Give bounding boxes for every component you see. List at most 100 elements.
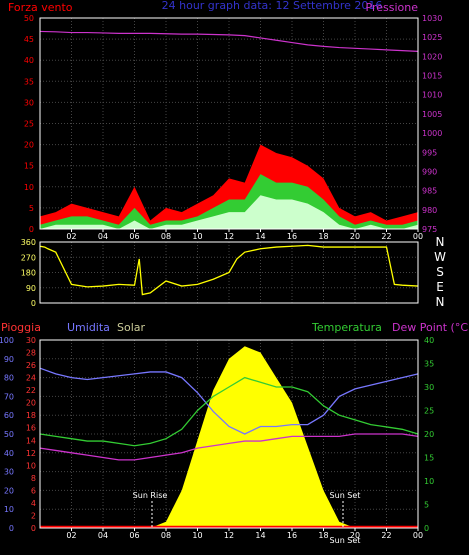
wind-axis-label: Forza vento [8, 1, 73, 14]
temperature-axis-ticks: 0 5 10 15 20 25 30 35 40 [424, 336, 434, 533]
compass-label: N [436, 295, 445, 309]
wind-tick-label: 40 [24, 56, 34, 65]
pressure-tick-label: 1005 [422, 110, 442, 119]
rain-tick-label: 40 [4, 449, 14, 458]
x-tick-label: 18 [318, 531, 328, 540]
x-tick-label: 08 [161, 531, 171, 540]
pressure-tick-label: 990 [422, 167, 437, 176]
x-tick-label: 22 [381, 232, 391, 241]
x-tick-label: 04 [98, 531, 108, 540]
direction-tick-label: 360 [21, 238, 36, 247]
x-tick-label: 12 [224, 531, 234, 540]
pressure-line [39, 30, 419, 52]
x-tick-label: 14 [255, 531, 265, 540]
bottom-series [39, 346, 419, 529]
humidity-tick-label: 18 [26, 411, 36, 420]
sunset-annotation: Sun Set [330, 491, 361, 500]
compass-label: S [436, 265, 444, 279]
rain-tick-label: 90 [4, 355, 14, 364]
pressure-tick-label: 980 [422, 206, 437, 215]
direction-series [39, 244, 419, 296]
temperature-tick-label: 10 [424, 477, 434, 486]
humidity-tick-label: 20 [26, 399, 36, 408]
wind-tick-label: 15 [24, 162, 34, 171]
pressure-tick-label: 1030 [422, 14, 442, 23]
pressure-tick-label: 1000 [422, 129, 442, 138]
x-tick-label: 14 [255, 232, 265, 241]
pressure-tick-label: 985 [422, 187, 437, 196]
x-tick-label: 02 [66, 232, 76, 241]
wind-tick-label: 0 [29, 225, 34, 234]
direction-tick-label: 0 [31, 299, 36, 308]
wind-low-area [40, 195, 418, 229]
rain-tick-label: 80 [4, 374, 14, 383]
humidity-tick-label: 30 [26, 336, 36, 345]
wind-tick-label: 50 [24, 14, 34, 23]
direction-chart-frame [39, 241, 419, 304]
humidity-line [39, 367, 419, 435]
humidity-tick-label: 6 [31, 486, 36, 495]
rain-tick-label: 60 [4, 411, 14, 420]
wind-tick-label: 30 [24, 98, 34, 107]
pressure-tick-label: 1025 [422, 33, 442, 42]
x-tick-label: 10 [192, 531, 202, 540]
rain-tick-label: 50 [4, 430, 14, 439]
humidity-tick-label: 12 [26, 449, 36, 458]
x-tick-label: 18 [318, 232, 328, 241]
wind-tick-label: 35 [24, 77, 34, 86]
pressure-tick-label: 1010 [422, 91, 442, 100]
x-tick-label: 16 [287, 232, 297, 241]
humidity-tick-label: 16 [26, 424, 36, 433]
humidity-tick-label: 28 [26, 349, 36, 358]
compass-label: W [434, 250, 446, 264]
temperature-tick-label: 25 [424, 407, 434, 416]
x-tick-label: 04 [98, 232, 108, 241]
rain-axis-ticks: 0 10 20 30 40 50 60 70 80 90 100 [0, 336, 14, 533]
solar-area [40, 346, 418, 528]
temperature-tick-label: 20 [424, 430, 434, 439]
temperature-line [39, 376, 419, 447]
humidity-tick-label: 4 [31, 499, 36, 508]
temperature-axis-label: Temperatura [311, 321, 382, 334]
direction-line [39, 244, 419, 296]
dewpoint-line [39, 433, 419, 461]
direction-tick-label: 270 [21, 253, 36, 262]
temperature-tick-label: 35 [424, 360, 434, 369]
rain-tick-label: 70 [4, 392, 14, 401]
wind-series [39, 30, 419, 229]
humidity-tick-label: 10 [26, 461, 36, 470]
wind-tick-label: 45 [24, 35, 34, 44]
pressure-tick-label: 995 [422, 148, 437, 157]
chart-title: 24 hour graph data: 12 Settembre 2016 [162, 0, 383, 12]
x-tick-label: 22 [381, 531, 391, 540]
temperature-tick-label: 5 [424, 501, 429, 510]
humidity-tick-label: 26 [26, 361, 36, 370]
rain-tick-label: 10 [4, 505, 14, 514]
x-tick-label: 06 [129, 531, 139, 540]
pressure-axis-label: Pressione [366, 1, 419, 14]
x-tick-label: 20 [350, 531, 360, 540]
humidity-tick-label: 14 [26, 436, 36, 445]
compass-label: E [436, 280, 444, 294]
wind-tick-label: 10 [24, 183, 34, 192]
dewpoint-axis-label: Dew Point (°C) [392, 321, 469, 334]
x-tick-label: 00 [413, 232, 423, 241]
solar-axis-label: Solar [117, 321, 146, 334]
humidity-tick-label: 0 [31, 524, 36, 533]
x-tick-label: 06 [129, 232, 139, 241]
rain-tick-label: 30 [4, 468, 14, 477]
pressure-tick-label: 975 [422, 225, 437, 234]
humidity-axis-label: Umidita [67, 321, 110, 334]
rain-axis-label: Pioggia [1, 321, 41, 334]
sunset-annotation-2: Sun Set [330, 536, 361, 545]
wind-tick-label: 20 [24, 141, 34, 150]
pressure-axis-ticks: 975 980 985 990 995 1000 1005 1010 1015 1020 1025 1… [422, 14, 442, 234]
sunrise-annotation: Sun Rise [133, 491, 168, 500]
x-tick-label: 12 [224, 232, 234, 241]
top-x-axis-ticks: 02 04 06 08 10 12 14 16 18 20 22 00 [66, 229, 423, 241]
direction-axis-ticks: 0 90 180 270 360 [21, 238, 36, 308]
humidity-tick-label: 8 [31, 474, 36, 483]
temperature-tick-label: 40 [424, 336, 434, 345]
